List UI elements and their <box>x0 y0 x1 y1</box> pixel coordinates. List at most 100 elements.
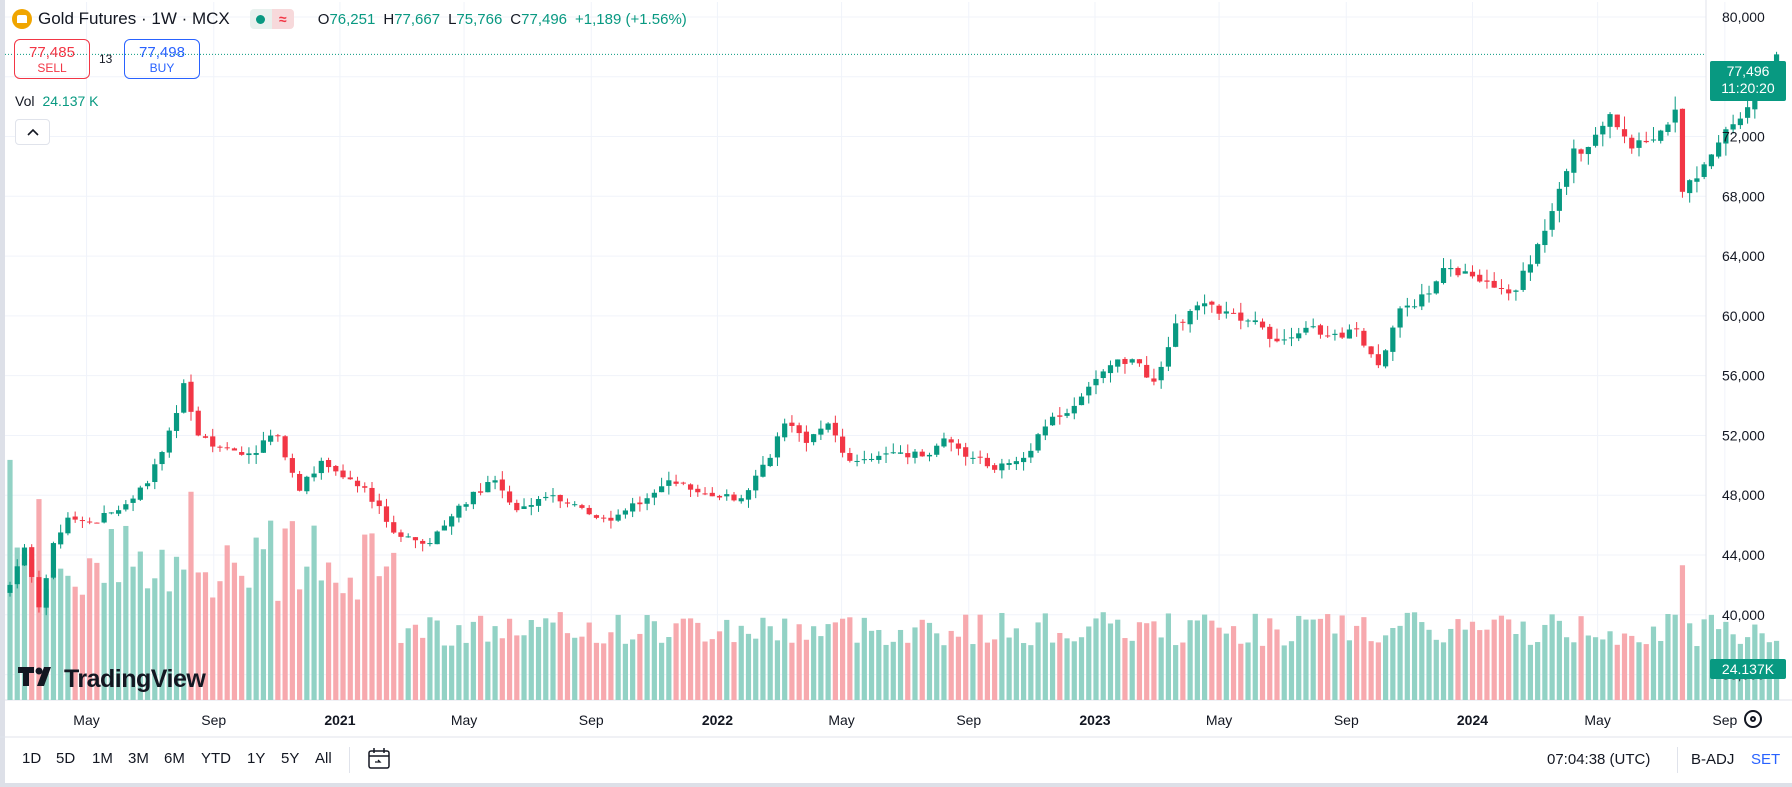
x-tick-label: Sep <box>201 712 226 728</box>
volume-bar <box>1317 618 1324 700</box>
volume-bar <box>1433 639 1439 700</box>
volume-bar <box>1520 621 1526 700</box>
sell-button[interactable]: 77,485 SELL <box>14 39 90 79</box>
collapse-legend-button[interactable] <box>15 119 50 145</box>
timeframe-5y[interactable]: 5Y <box>281 750 300 767</box>
market-status[interactable]: ≈ <box>249 9 294 29</box>
candle-body <box>1361 330 1367 346</box>
candle-body <box>1571 148 1577 173</box>
candle-body <box>1252 320 1258 323</box>
volume-bar <box>745 633 752 700</box>
candle-body <box>152 464 158 483</box>
candle-body <box>1404 305 1410 308</box>
volume-bar <box>709 639 715 700</box>
candle-body <box>521 506 527 509</box>
candle-body <box>506 491 513 503</box>
candle-body <box>1144 364 1150 378</box>
candle-body <box>159 452 165 465</box>
volume-bar <box>1426 629 1432 700</box>
adjustment-toggle[interactable]: B-ADJ <box>1691 751 1735 768</box>
volume-bar <box>43 588 49 700</box>
volume-value: 24.137 K <box>42 93 99 109</box>
timeframe-3m[interactable]: 3M <box>128 750 149 767</box>
timeframe-6m[interactable]: 6M <box>164 750 185 767</box>
volume-bar <box>362 534 368 700</box>
x-tick-label: 2021 <box>324 712 355 728</box>
buy-button[interactable]: 77,498 BUY <box>124 39 200 79</box>
candle-body <box>65 517 71 534</box>
candle-body <box>716 495 723 498</box>
volume-bar <box>905 642 911 700</box>
timeframe-1d[interactable]: 1D <box>22 750 42 767</box>
volume-bar <box>1679 565 1686 700</box>
candle-body <box>1491 280 1497 288</box>
candle-body <box>36 577 42 608</box>
volume-bar <box>427 617 433 700</box>
timeframe-5d[interactable]: 5D <box>56 750 76 767</box>
candle-body <box>897 452 904 454</box>
date-range-button[interactable] <box>366 747 392 775</box>
volume-bar <box>1491 619 1497 700</box>
volume-bar <box>289 521 295 700</box>
candle-body <box>644 498 650 504</box>
candle-body <box>825 423 831 430</box>
volume-bar <box>1274 629 1280 700</box>
volume-bar <box>767 626 773 700</box>
candle-body <box>1049 416 1056 426</box>
volume-bar <box>1006 637 1012 700</box>
candle-body <box>702 493 708 495</box>
volume-bar <box>1535 642 1541 700</box>
legend-header: Gold Futures · 1W · MCX ≈ O76,251 H77,66… <box>12 8 687 30</box>
timeframe-1y[interactable]: 1Y <box>247 750 266 767</box>
volume-bar <box>1259 645 1266 700</box>
volume-bar <box>202 572 209 700</box>
candle-body <box>1716 142 1722 157</box>
candle-body <box>630 503 636 512</box>
volume-bar <box>803 639 809 700</box>
candle-body <box>745 490 752 500</box>
candle-body <box>181 383 187 413</box>
tradingview-logo-icon <box>18 665 58 694</box>
volume-bar <box>543 618 549 700</box>
candle-body <box>50 543 57 578</box>
low-label: L <box>448 10 457 28</box>
candle-body <box>1267 326 1273 339</box>
timeframe-1m[interactable]: 1M <box>92 750 113 767</box>
market-open-icon[interactable] <box>249 9 272 29</box>
volume-bar <box>130 566 136 700</box>
x-tick-label: Sep <box>1334 712 1359 728</box>
candle-body <box>543 496 549 499</box>
candle-body <box>847 453 853 461</box>
candle-body <box>304 476 310 492</box>
volume-bar <box>1288 641 1295 700</box>
candle-body <box>1354 328 1360 330</box>
volume-bar <box>615 614 621 700</box>
volume-bar <box>868 630 875 700</box>
candle-body <box>753 475 759 491</box>
data-delayed-icon[interactable]: ≈ <box>271 9 294 29</box>
volume-bar <box>1701 619 1707 700</box>
timeframe-ytd[interactable]: YTD <box>201 750 231 767</box>
volume-bar <box>210 597 216 700</box>
volume-bar <box>275 600 281 700</box>
candle-body <box>87 521 93 523</box>
volume-bar <box>883 644 889 700</box>
symbol-title[interactable]: Gold Futures · 1W · MCX <box>38 9 230 28</box>
session-toggle[interactable]: SET <box>1751 751 1781 768</box>
candle-body <box>608 517 614 521</box>
candle-body <box>1310 326 1316 328</box>
volume-bar <box>1021 643 1027 700</box>
timeframe-all[interactable]: All <box>315 750 332 767</box>
volume-bar <box>1180 642 1186 700</box>
volume-bar <box>1245 642 1251 700</box>
candle-body <box>1115 359 1121 367</box>
utc-clock[interactable]: 07:04:38 (UTC) <box>1547 751 1651 768</box>
candle-body <box>1578 149 1584 154</box>
candle-body <box>970 457 976 459</box>
volume-bar <box>1636 642 1642 700</box>
candle-body <box>1165 347 1171 367</box>
volume-bar <box>550 622 556 700</box>
y-tick-label: 40,000 <box>1722 607 1765 623</box>
settings-gear-icon[interactable] <box>1744 710 1762 728</box>
